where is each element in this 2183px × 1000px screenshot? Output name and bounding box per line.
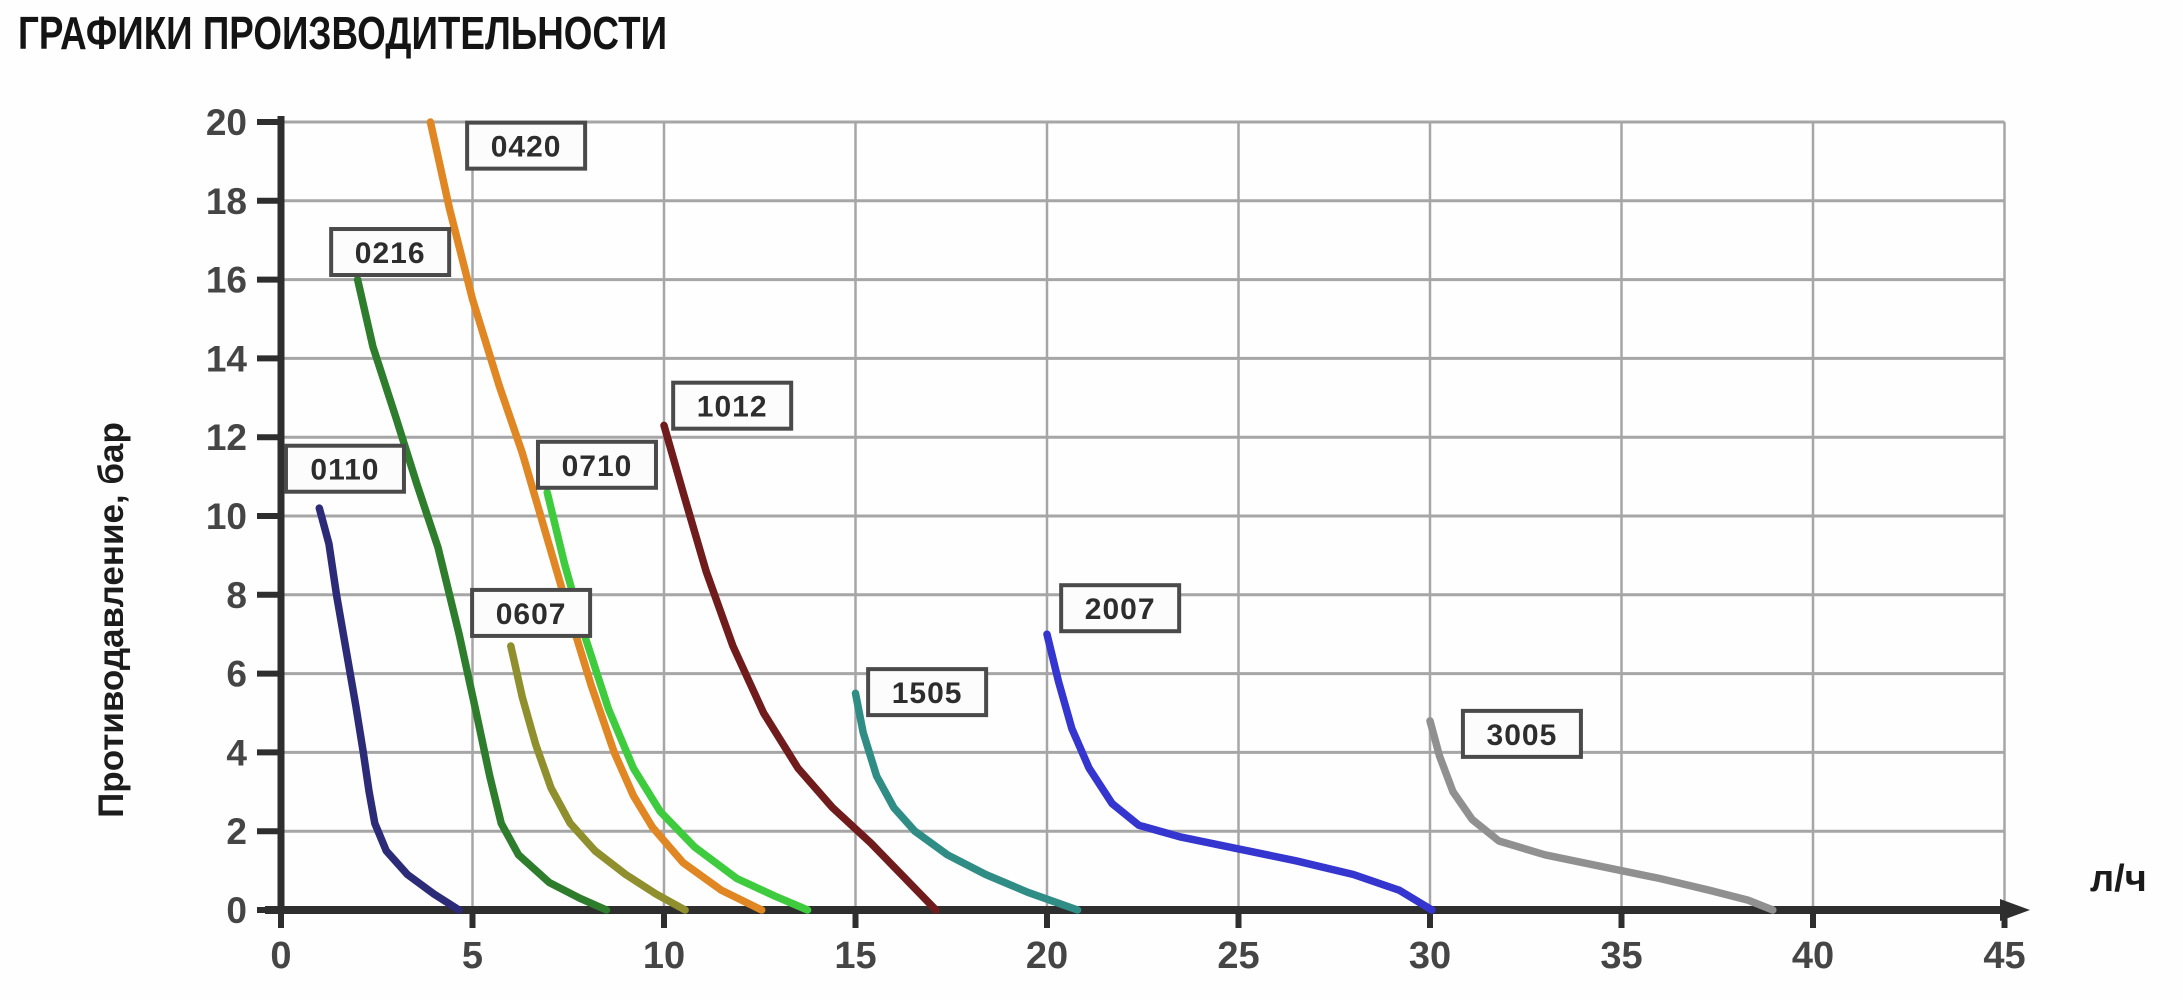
curve-label-box-1505 (866, 667, 989, 718)
curve-0110 (315, 504, 463, 914)
curve-label-text-3005: 3005 (1487, 719, 1558, 752)
y-tick-label-4: 4 (226, 732, 247, 773)
curve-0420 (426, 118, 766, 914)
x-tick-label-30: 30 (1409, 935, 1451, 977)
curve-label-text-2007: 2007 (1085, 593, 1156, 626)
curve-label-text-1505: 1505 (892, 677, 963, 710)
x-tick-label-20: 20 (1026, 935, 1068, 977)
curve-label-box-2007 (1059, 583, 1182, 634)
curve-0216 (353, 275, 611, 914)
y-tick-label-10: 10 (206, 496, 247, 537)
x-axis-unit-label: л/ч (2090, 858, 2147, 900)
y-tick-label-20: 20 (206, 102, 247, 143)
x-tick-label-40: 40 (1792, 935, 1834, 977)
x-tick-label-35: 35 (1600, 935, 1642, 977)
curve-label-box-0420 (465, 120, 588, 171)
y-tick-label-8: 8 (226, 575, 247, 616)
curve-label-text-0216: 0216 (355, 237, 426, 270)
curve-label-text-0710: 0710 (562, 450, 633, 483)
curve-0607 (507, 642, 689, 914)
curve-label-box-1012 (671, 380, 794, 431)
curve-label-text-0110: 0110 (310, 454, 379, 487)
y-tick-label-12: 12 (206, 417, 247, 458)
curve-label-text-0420: 0420 (491, 131, 562, 164)
x-tick-label-15: 15 (834, 935, 876, 977)
y-tick-label-0: 0 (226, 890, 247, 931)
curve-1012 (660, 421, 940, 914)
y-tick-label-16: 16 (206, 260, 247, 301)
x-tick-label-5: 5 (462, 935, 483, 977)
y-tick-label-18: 18 (206, 181, 247, 222)
curve-label-text-0607: 0607 (496, 598, 567, 631)
y-tick-label-14: 14 (206, 338, 248, 379)
x-tick-label-0: 0 (270, 935, 291, 977)
curve-label-text-1012: 1012 (697, 391, 768, 424)
x-tick-label-25: 25 (1217, 935, 1259, 977)
x-tick-label-45: 45 (1983, 935, 2025, 977)
curve-label-box-3005 (1460, 708, 1583, 759)
curve-1505 (851, 689, 1082, 914)
page-title: ГРАФИКИ ПРОИЗВОДИТЕЛЬНОСТИ (18, 7, 668, 59)
curve-label-box-0110 (283, 443, 406, 494)
curve-label-box-0710 (535, 439, 658, 490)
y-tick-label-2: 2 (226, 811, 247, 852)
curve-2007 (1043, 630, 1436, 914)
curve-0710 (543, 488, 812, 914)
y-tick-label-6: 6 (226, 654, 247, 695)
curve-label-box-0607 (470, 587, 593, 638)
curve-3005 (1426, 717, 1777, 914)
curve-label-box-0216 (329, 227, 452, 278)
x-tick-label-10: 10 (643, 935, 685, 977)
